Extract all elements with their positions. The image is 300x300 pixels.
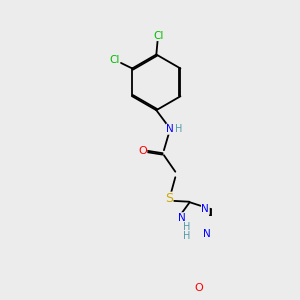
Text: N: N xyxy=(203,229,211,239)
Text: O: O xyxy=(194,283,203,293)
Text: Cl: Cl xyxy=(109,55,120,65)
Text: H: H xyxy=(183,222,190,232)
Text: N: N xyxy=(202,204,209,214)
Text: N: N xyxy=(178,213,185,223)
Text: H: H xyxy=(183,231,190,241)
Text: O: O xyxy=(138,146,147,156)
Text: N: N xyxy=(167,124,174,134)
Text: S: S xyxy=(165,192,173,205)
Text: Cl: Cl xyxy=(153,31,164,40)
Text: H: H xyxy=(176,124,183,134)
